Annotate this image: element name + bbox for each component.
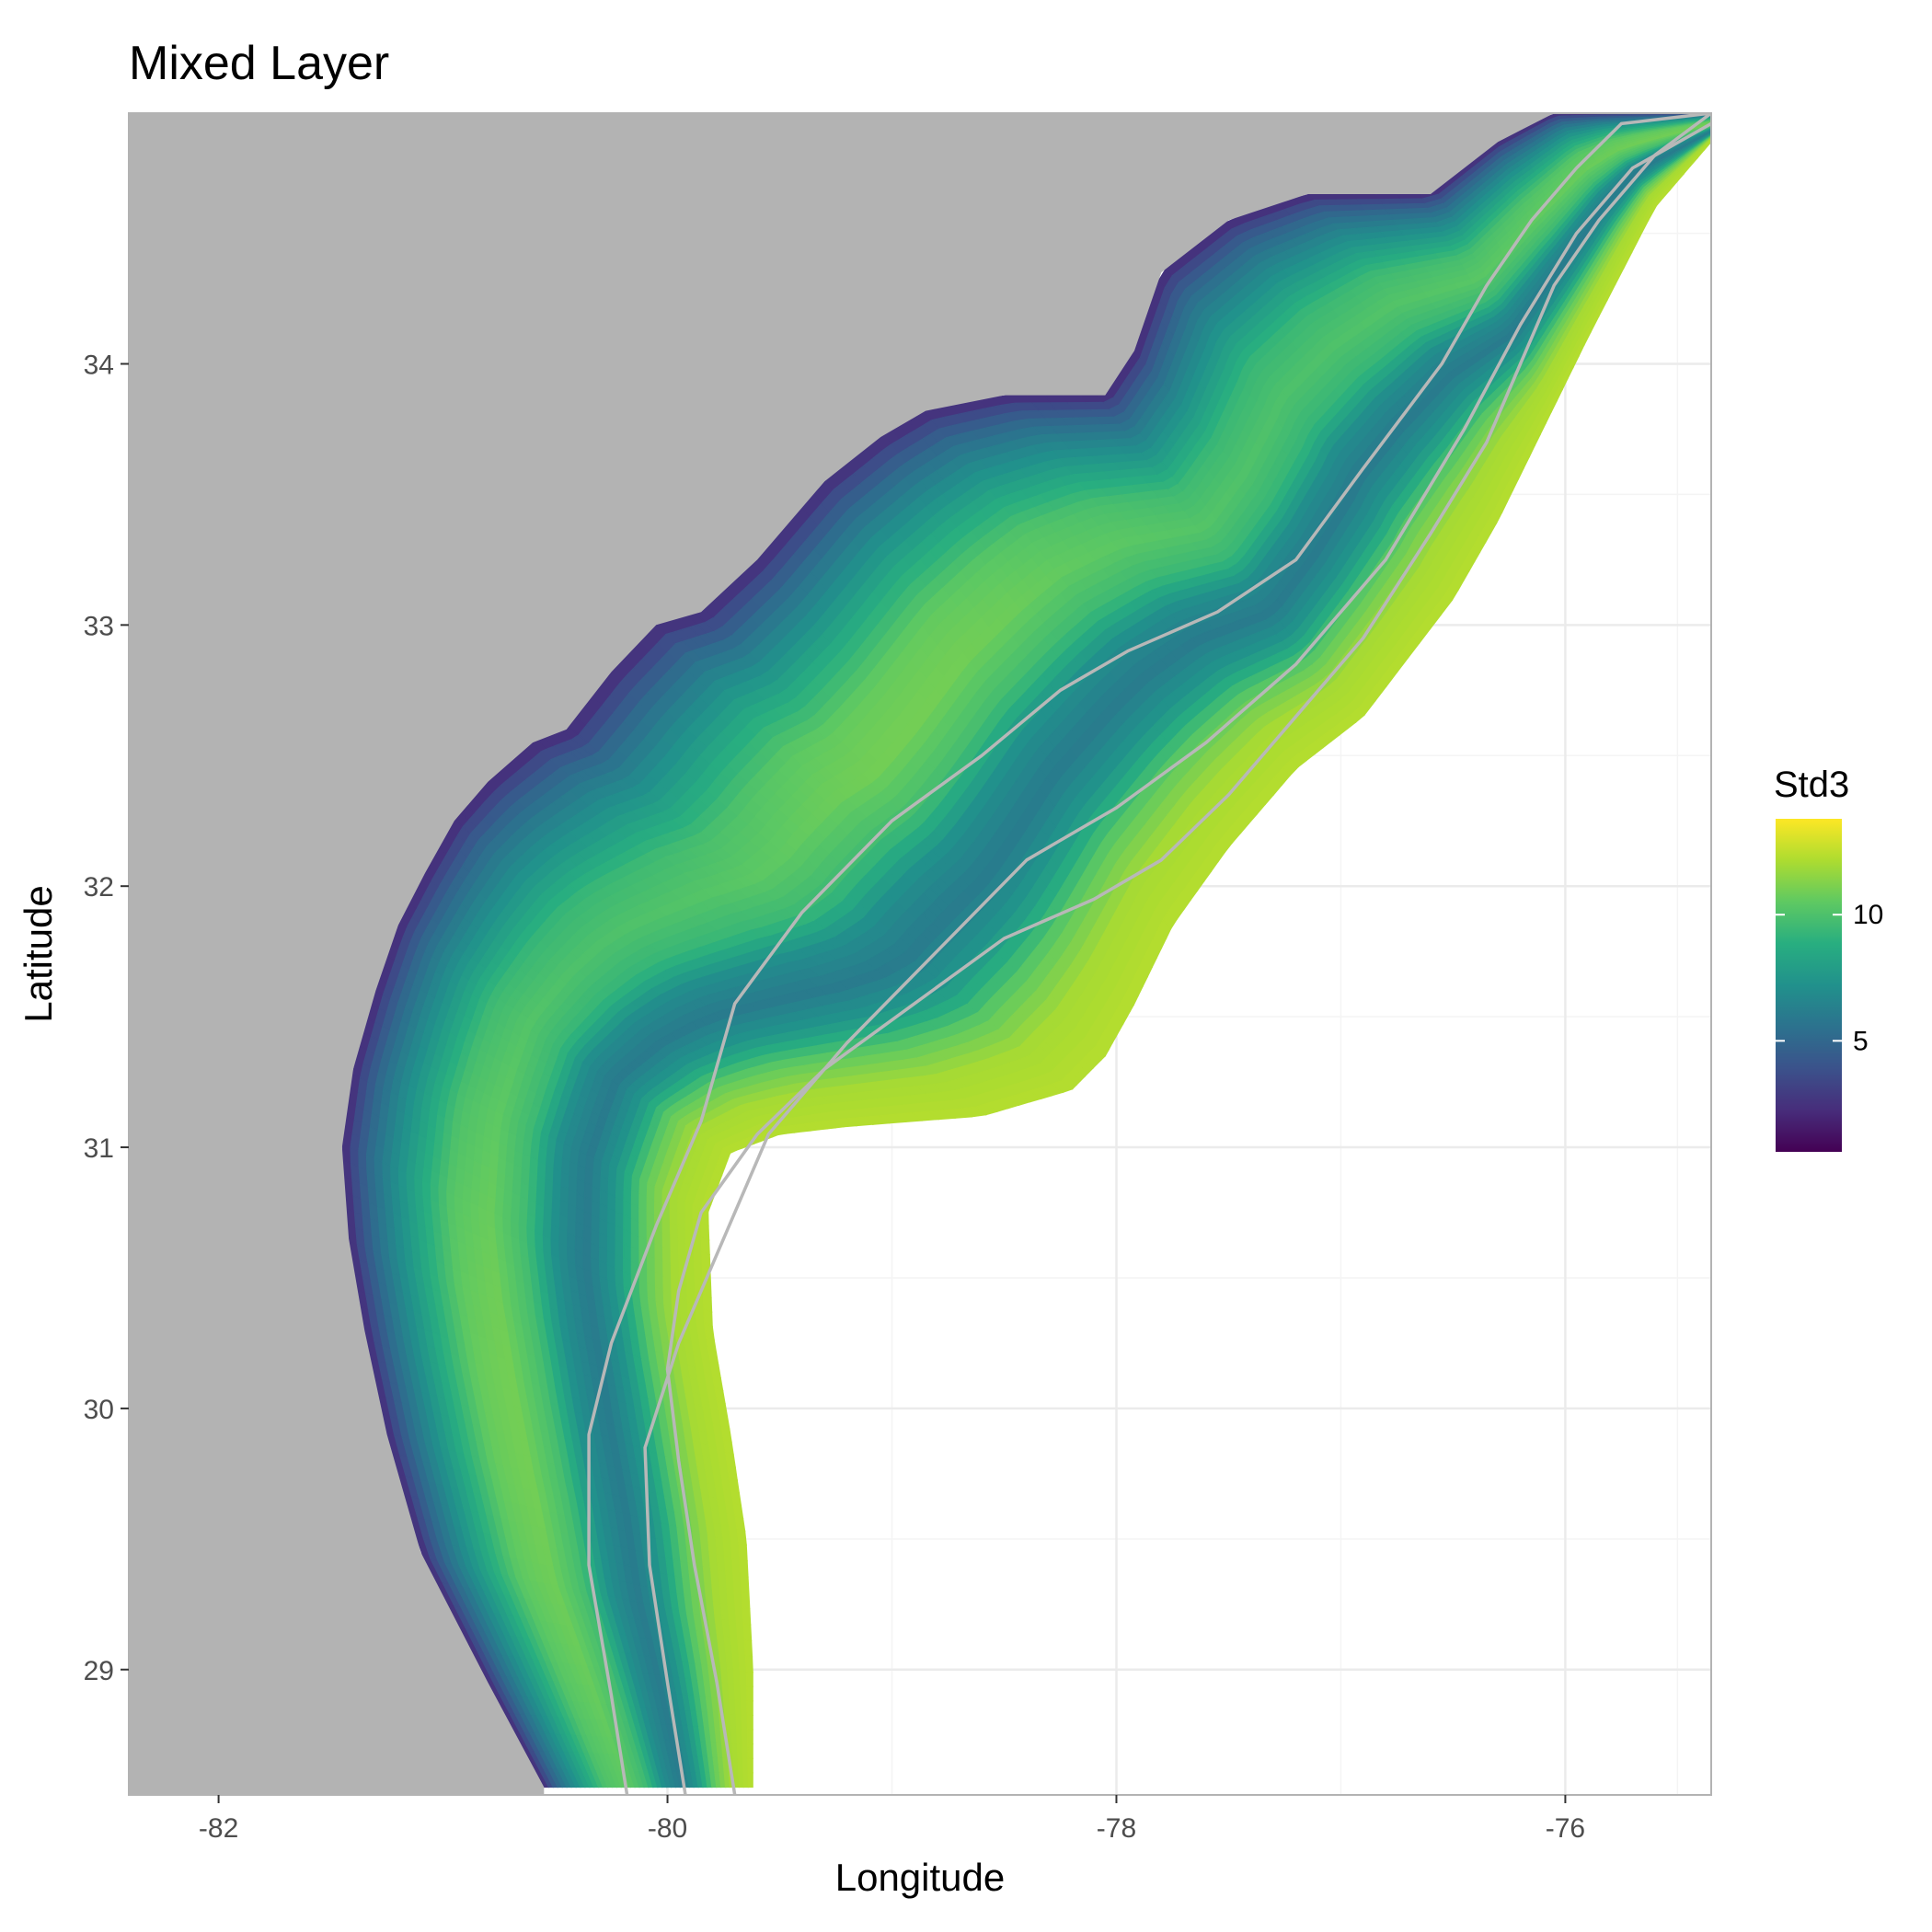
field-cell — [747, 1772, 753, 1788]
std3-field — [341, 113, 1711, 1788]
field-cell — [745, 1685, 753, 1702]
field-cell — [742, 1622, 753, 1641]
field-cell — [741, 1728, 749, 1745]
field-cell — [744, 1654, 753, 1673]
field-cell — [743, 1639, 753, 1658]
field-cell — [746, 1742, 753, 1759]
map-panel — [129, 113, 1711, 1795]
field-cell — [740, 1698, 748, 1716]
field-cell — [742, 1742, 749, 1759]
field-cell — [738, 1542, 748, 1562]
field-cell — [746, 1699, 753, 1717]
field-cell — [739, 1669, 748, 1687]
chart-title: Mixed Layer — [129, 37, 389, 90]
field-cell — [742, 1772, 749, 1788]
field-cell — [740, 1574, 750, 1593]
field-cell — [740, 1684, 748, 1701]
field-cell — [745, 1670, 753, 1687]
field-cell — [739, 1558, 749, 1578]
field-cell — [742, 1606, 752, 1626]
field-cell — [741, 1590, 751, 1610]
field-cell — [741, 1713, 749, 1731]
field-cell — [746, 1714, 753, 1731]
field-cell — [747, 1757, 753, 1774]
field-cell — [732, 1668, 742, 1686]
field-cell — [746, 1728, 753, 1745]
